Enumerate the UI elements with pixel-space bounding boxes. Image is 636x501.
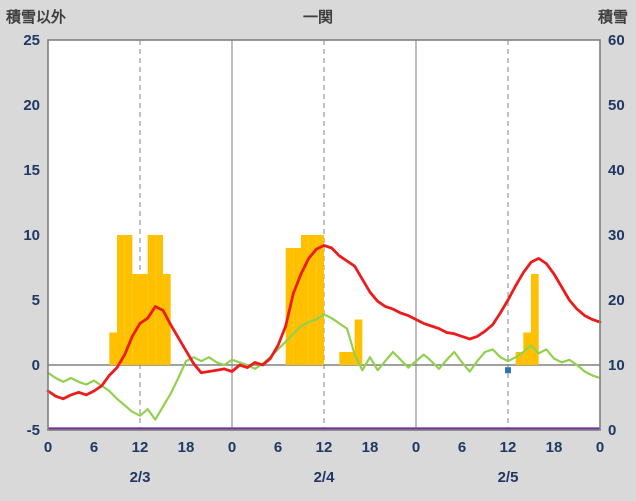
y-left-tick-label: -5 bbox=[27, 422, 40, 439]
y-left-tick-label: 20 bbox=[23, 97, 40, 114]
precip-bar bbox=[155, 235, 163, 365]
left-axis-title: 積雪以外 bbox=[6, 9, 67, 26]
x-tick-label: 18 bbox=[178, 439, 195, 456]
y-right-tick-label: 60 bbox=[608, 32, 625, 49]
precip-bar bbox=[515, 352, 524, 365]
y-left-tick-label: 15 bbox=[23, 162, 40, 179]
x-tick-label: 18 bbox=[546, 439, 563, 456]
date-label: 2/5 bbox=[498, 469, 519, 486]
date-label: 2/3 bbox=[130, 469, 151, 486]
precip-bar bbox=[117, 235, 125, 365]
precip-bar bbox=[293, 248, 301, 365]
x-tick-label: 12 bbox=[132, 439, 149, 456]
x-tick-label: 6 bbox=[274, 439, 282, 456]
right-axis-title: 積雪 bbox=[597, 9, 628, 26]
blue-marker bbox=[505, 367, 511, 374]
y-left-tick-label: 25 bbox=[23, 32, 40, 49]
precip-bar bbox=[316, 235, 324, 365]
precip-bar bbox=[347, 352, 355, 365]
y-left-tick-label: 10 bbox=[23, 227, 40, 244]
red-line bbox=[46, 243, 602, 401]
precip-bar bbox=[132, 274, 140, 365]
x-tick-label: 0 bbox=[228, 439, 236, 456]
y-left-tick-label: 0 bbox=[32, 357, 40, 374]
y-right-tick-label: 20 bbox=[608, 292, 625, 309]
x-tick-label: 0 bbox=[596, 439, 604, 456]
chart-header: 積雪以外 一関 積雪 bbox=[0, 6, 636, 30]
y-left-tick-label: 5 bbox=[32, 292, 40, 309]
precip-bar bbox=[354, 319, 363, 365]
precip-bar bbox=[301, 235, 309, 365]
precip-bar bbox=[147, 235, 156, 365]
x-tick-label: 12 bbox=[500, 439, 517, 456]
x-tick-label: 6 bbox=[458, 439, 466, 456]
plot-border bbox=[47, 39, 601, 431]
x-tick-label: 0 bbox=[44, 439, 52, 456]
precip-bar bbox=[308, 235, 317, 365]
y-right-tick-label: 30 bbox=[608, 227, 625, 244]
y-right-tick-label: 50 bbox=[608, 97, 625, 114]
x-tick-label: 18 bbox=[362, 439, 379, 456]
y-right-tick-label: 10 bbox=[608, 357, 625, 374]
x-tick-label: 0 bbox=[412, 439, 420, 456]
green-line bbox=[46, 313, 602, 421]
date-label: 2/4 bbox=[314, 469, 336, 486]
precip-bar bbox=[124, 235, 133, 365]
y-right-tick-label: 40 bbox=[608, 162, 625, 179]
precip-bar bbox=[109, 332, 117, 365]
chart-title: 一関 bbox=[302, 9, 334, 26]
y-right-tick-label: 0 bbox=[608, 422, 616, 439]
x-tick-label: 12 bbox=[316, 439, 333, 456]
precip-bar bbox=[339, 352, 347, 365]
x-tick-label: 6 bbox=[90, 439, 98, 456]
precip-bar bbox=[531, 274, 539, 365]
